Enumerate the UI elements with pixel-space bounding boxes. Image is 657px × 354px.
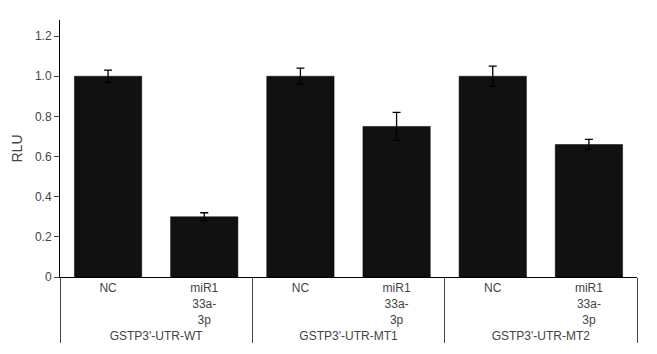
svg-text:0: 0 [45,270,52,284]
svg-text:GSTP3'-UTR-WT: GSTP3'-UTR-WT [110,329,204,343]
svg-text:GSTP3'-UTR-MT1: GSTP3'-UTR-MT1 [299,329,398,343]
svg-text:0.4: 0.4 [35,190,52,204]
svg-text:0.2: 0.2 [35,230,52,244]
svg-text:miR133a-3p: miR133a-3p [190,281,218,326]
svg-text:NC: NC [99,281,117,295]
svg-text:0.6: 0.6 [35,150,52,164]
svg-text:RLU: RLU [9,134,25,162]
svg-text:miR133a-3p: miR133a-3p [383,281,411,326]
svg-text:NC: NC [292,281,310,295]
svg-text:GSTP3'-UTR-MT2: GSTP3'-UTR-MT2 [492,329,591,343]
svg-text:miR133a-3p: miR133a-3p [575,281,603,326]
svg-text:1.2: 1.2 [35,29,52,43]
svg-text:1.0: 1.0 [35,69,52,83]
svg-text:NC: NC [484,281,502,295]
svg-text:0.8: 0.8 [35,110,52,124]
